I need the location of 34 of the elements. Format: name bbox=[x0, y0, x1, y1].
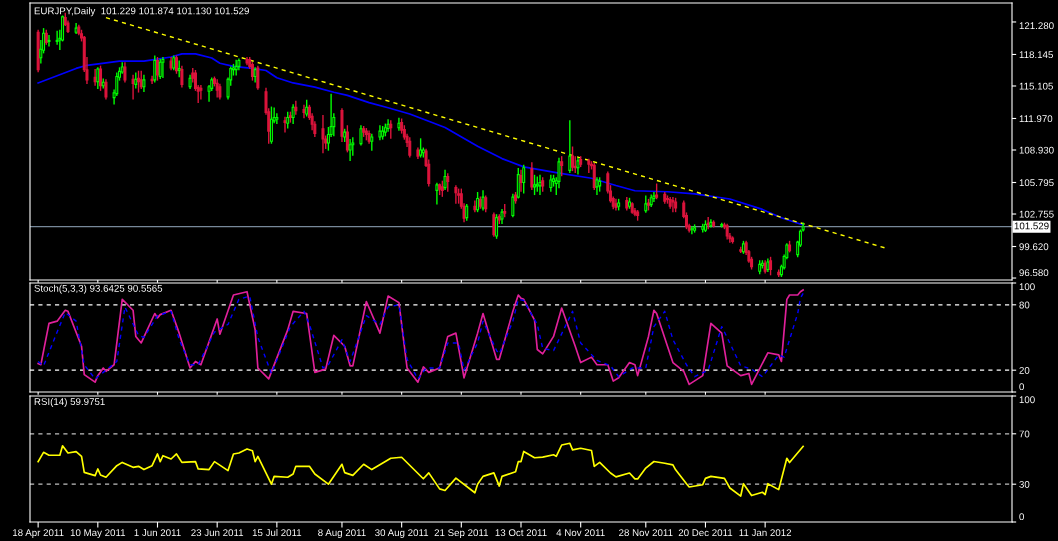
x-tick-label: 1 Jun 2011 bbox=[134, 529, 181, 537]
x-tick-label: 10 May 2011 bbox=[70, 529, 126, 539]
y-tick-label: 118.145 bbox=[1019, 51, 1053, 59]
y-tick-label: 99.620 bbox=[1019, 243, 1049, 251]
y-tick-label: 30 bbox=[1019, 480, 1030, 488]
ref-line-label: 101.529 bbox=[1014, 222, 1049, 230]
x-tick-label: 18 Apr 2011 bbox=[13, 529, 64, 539]
y-tick-label: 115.105 bbox=[1019, 82, 1053, 90]
y-tick-label: 105.795 bbox=[1019, 179, 1054, 187]
y-tick-label: 108.930 bbox=[1019, 146, 1054, 154]
chart-title: EURJPY,Daily 101.229 101.874 101.130 101.529 bbox=[34, 7, 249, 17]
x-tick-label: 30 Aug 2011 bbox=[375, 529, 429, 539]
y-tick-label: 100 bbox=[1019, 396, 1035, 404]
x-tick-label: 8 Aug 2011 bbox=[318, 529, 366, 539]
y-tick-label: 0 bbox=[1019, 513, 1024, 521]
y-tick-label: 100 bbox=[1019, 283, 1035, 291]
chart-title: RSI(14) 59.9751 bbox=[34, 397, 105, 407]
y-tick-label: 96.580 bbox=[1019, 269, 1049, 277]
y-tick-label: 102.755 bbox=[1019, 210, 1054, 218]
x-tick-label: 21 Sep 2011 bbox=[434, 529, 489, 539]
y-tick-label: 0 bbox=[1019, 383, 1024, 391]
x-tick-label: 15 Jul 2011 bbox=[252, 528, 302, 537]
x-tick-label: 28 Nov 2011 bbox=[619, 529, 673, 537]
y-tick-label: 70 bbox=[1019, 430, 1030, 438]
y-tick-label: 20 bbox=[1019, 366, 1030, 374]
y-tick-label: 121.280 bbox=[1019, 22, 1054, 30]
y-tick-label: 80 bbox=[1019, 301, 1030, 309]
x-tick-label: 11 Jan 2012 bbox=[739, 529, 792, 537]
x-tick-label: 23 Jun 2011 bbox=[191, 529, 244, 537]
x-tick-label: 4 Nov 2011 bbox=[556, 529, 605, 537]
x-tick-label: 13 Oct 2011 bbox=[495, 529, 547, 537]
chart-title: Stoch(5,3,3) 93.6425 90.5565 bbox=[34, 284, 163, 294]
x-tick-label: 20 Dec 2011 bbox=[678, 529, 733, 537]
y-tick-label: 111.970 bbox=[1019, 115, 1053, 123]
